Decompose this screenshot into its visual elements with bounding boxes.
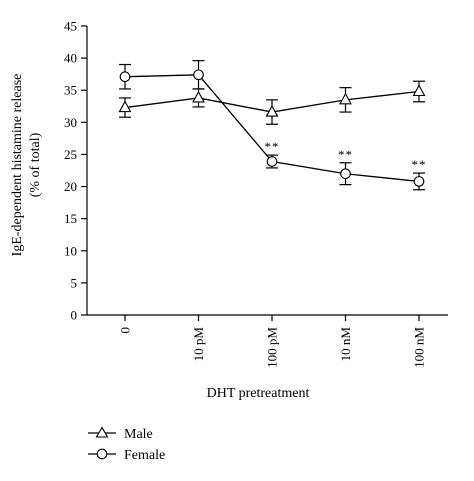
y-axis-subtitle: (% of total) [28, 132, 43, 197]
x-tick-label: 10 pM [191, 327, 206, 362]
triangle-marker-icon [95, 426, 109, 438]
x-tick-label: 0 [118, 327, 133, 334]
series-male [118, 80, 426, 125]
significance-label: ** [265, 139, 280, 154]
significance-label: ** [412, 157, 427, 172]
y-tick-label: 20 [64, 179, 77, 194]
data-point-triangle [339, 92, 352, 105]
axes: 0 5 10 15 20 25 30 35 40 45 0 10 pM 100 pM 10 nM 100 n… [64, 19, 448, 368]
y-tick-label: 40 [64, 51, 77, 66]
data-point-circle [119, 71, 131, 83]
series-group [118, 60, 426, 191]
data-point-circle [266, 156, 278, 167]
y-tick-label: 35 [64, 83, 77, 98]
data-point-circle [193, 69, 204, 81]
x-tick-label: 10 nM [338, 327, 353, 362]
x-tick-label: 100 pM [265, 327, 280, 368]
y-tick-label: 10 [64, 243, 77, 258]
data-point-circle [340, 168, 351, 180]
data-point-triangle [118, 100, 132, 113]
y-tick-label: 0 [71, 308, 78, 323]
data-point-triangle [412, 84, 426, 97]
legend-label-female: Female [124, 448, 165, 463]
significance-label: ** [338, 147, 353, 162]
data-point-triangle [192, 90, 205, 103]
data-point-triangle [265, 104, 279, 117]
x-tick-label: 100 nM [412, 327, 427, 368]
y-tick-label: 45 [64, 19, 77, 34]
legend-label-male: Male [124, 427, 153, 442]
data-point-circle [413, 176, 425, 187]
series-female [119, 60, 425, 191]
y-tick-label: 15 [64, 211, 77, 226]
y-tick-label: 25 [64, 147, 77, 162]
y-tick-label: 5 [71, 275, 78, 290]
legend-item-female: Female [88, 448, 165, 463]
y-axis-title: IgE-dependent histamine release [10, 74, 25, 257]
annotations: ** ** ** [265, 139, 427, 172]
circle-marker-icon [96, 448, 108, 460]
legend-item-male: Male [88, 426, 153, 442]
y-tick-label: 30 [64, 115, 77, 130]
legend: Male Female [88, 426, 165, 463]
x-axis-title: DHT pretreatment [207, 386, 310, 401]
